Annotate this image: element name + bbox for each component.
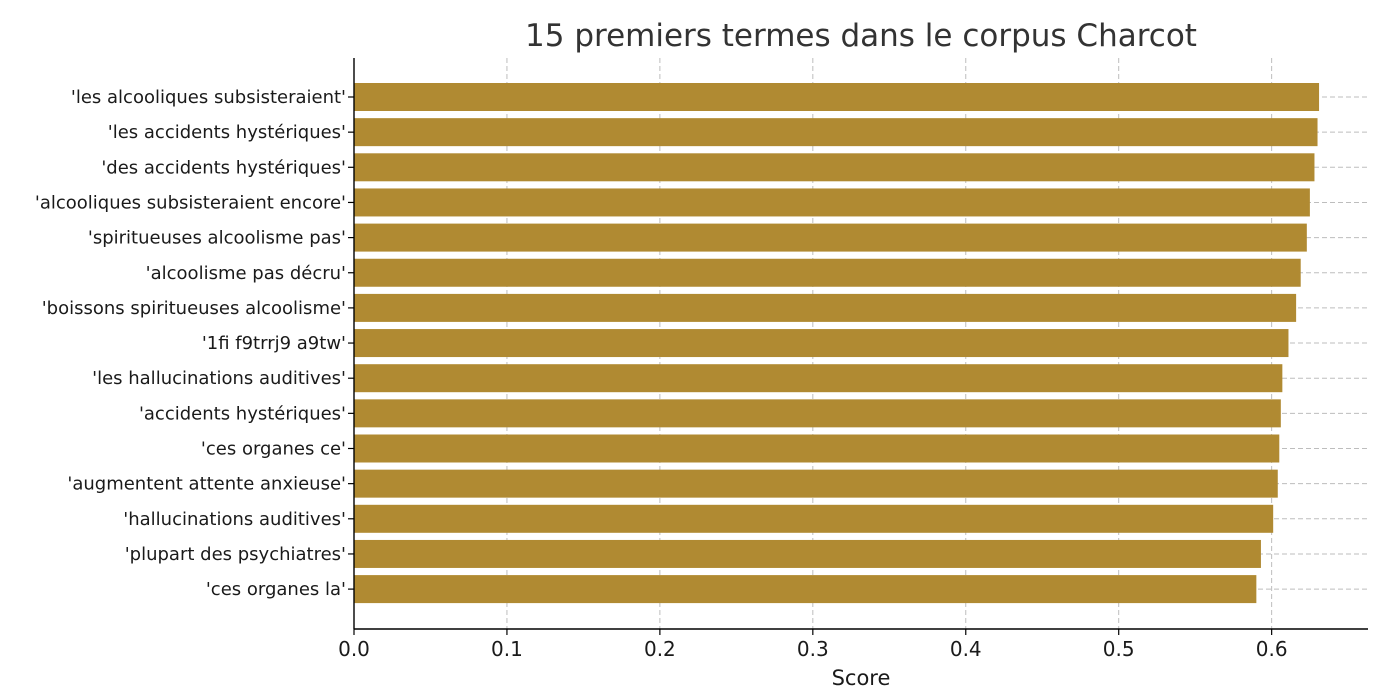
bar (354, 118, 1318, 147)
bar (354, 83, 1320, 111)
category-label: 'les accidents hystériques' (108, 122, 346, 143)
category-label: 'augmentent attente anxieuse' (67, 474, 346, 495)
labels: 0.0 0.1 0.2 0.3 0.4 0.5 0.6 'les alcooliques su… (35, 87, 1288, 661)
chart-title: 15 premiers termes dans le corpus Charco… (525, 18, 1197, 54)
x-tick-label: 0.0 (338, 637, 370, 661)
bar (354, 575, 1257, 604)
category-label: 'accidents hystériques' (139, 403, 346, 424)
bar (354, 364, 1283, 393)
bars (354, 83, 1320, 604)
bar (354, 504, 1274, 533)
bar (354, 258, 1301, 287)
category-label: 'les alcooliques subsisteraient' (71, 87, 346, 108)
category-label: 'ces organes ce' (201, 439, 346, 460)
category-label: 'ces organes la' (206, 579, 346, 600)
category-label: 'hallucinations auditives' (123, 509, 346, 530)
bar (354, 188, 1310, 217)
axes (348, 58, 1368, 635)
bar (354, 329, 1289, 358)
bar (354, 399, 1281, 428)
category-label: 'les hallucinations auditives' (92, 368, 346, 389)
category-label: 'alcooliques subsisteraient encore' (35, 192, 346, 213)
category-label: 'alcoolisme pas décru' (146, 263, 346, 284)
x-tick-label: 0.2 (644, 637, 676, 661)
bar (354, 539, 1261, 568)
x-tick-label: 0.4 (950, 637, 982, 661)
category-label: 'boissons spiritueuses alcoolisme' (42, 298, 346, 319)
bar (354, 293, 1297, 322)
bar (354, 434, 1280, 463)
x-tick-label: 0.1 (491, 637, 523, 661)
x-tick-label: 0.5 (1103, 637, 1135, 661)
x-axis-title: Score (832, 666, 891, 690)
x-tick-label: 0.6 (1256, 637, 1288, 661)
category-label: 'des accidents hystériques' (101, 157, 346, 178)
category-label: 'spiritueuses alcoolisme pas' (88, 228, 346, 249)
bar (354, 223, 1307, 252)
bar (354, 469, 1278, 498)
category-label: '1fi f9trrj9 a9tw' (202, 333, 346, 354)
bar (354, 153, 1315, 182)
x-tick-label: 0.3 (797, 637, 829, 661)
category-label: 'plupart des psychiatres' (125, 544, 346, 565)
